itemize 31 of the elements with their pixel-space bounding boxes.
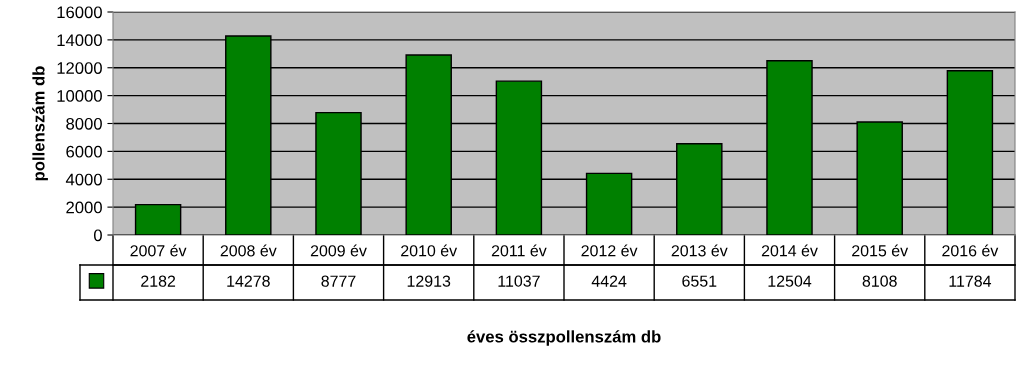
data-label: 12913 [407,275,451,287]
y-tick-label: 6000 [66,145,102,158]
data-label: 11037 [498,275,540,287]
y-tick-label: 10000 [57,90,102,102]
x-tick-label: 2012 év [581,244,638,257]
data-label: 8108 [862,275,897,287]
data-label: 8777 [321,275,356,287]
data-label: 6551 [682,275,717,287]
x-tick-label: 2011 év [491,244,547,257]
y-tick-label: 8000 [66,117,102,130]
x-tick-label: 2013 év [671,244,728,257]
x-tick-label: 2007 év [130,244,187,257]
x-tick-label: 2016 év [942,244,999,257]
data-label: 11784 [949,275,992,287]
x-tick-label: 2010 év [401,244,458,257]
x-tick-label: 2014 év [761,244,818,257]
y-axis-title: pollenszám db [32,66,48,181]
x-tick-label: 2008 év [220,244,277,257]
data-label: 12504 [768,275,812,287]
x-axis-title: éves összpollenszám db [467,330,661,346]
x-tick-label: 2015 év [852,244,909,257]
y-tick-label: 16000 [57,6,102,19]
y-tick-label: 0 [93,229,102,242]
y-tick-label: 14000 [57,34,102,47]
data-label: 2182 [141,275,176,287]
data-label: 4424 [591,275,627,287]
data-label: 14278 [227,275,270,287]
y-tick-label: 2000 [66,201,102,214]
y-tick-label: 12000 [57,62,102,74]
y-tick-label: 4000 [65,173,102,186]
x-tick-label: 2009 év [310,244,367,257]
